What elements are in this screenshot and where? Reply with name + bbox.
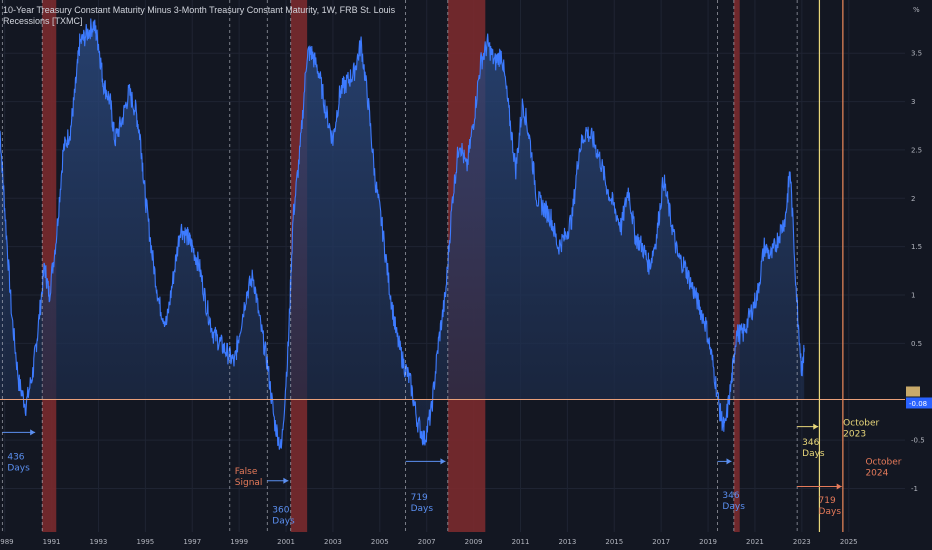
x-tick-label: 2013	[558, 538, 576, 546]
annotation-label: 346	[722, 491, 739, 501]
annotation-label: Days	[802, 449, 825, 459]
annotation-label: Signal	[235, 478, 263, 488]
annotation-arrow-head	[283, 477, 289, 484]
price-label-background	[906, 397, 932, 409]
y-tick-label: 1	[911, 292, 915, 300]
x-tick-label: 2001	[277, 538, 295, 546]
annotation-label: 2024	[865, 468, 888, 478]
x-tick-label: 2021	[746, 538, 764, 546]
y-tick-label: 3.5	[911, 50, 922, 58]
area-fill	[0, 18, 805, 450]
price-marker-box	[906, 386, 920, 397]
annotation-label: 2023	[843, 430, 866, 440]
y-tick-label: 2	[911, 195, 915, 203]
recession-band	[733, 0, 740, 532]
annotation-label: 436	[7, 452, 24, 462]
annotation-arrow-head	[440, 458, 446, 465]
series-line	[0, 18, 805, 450]
x-tick-label: 2011	[512, 538, 530, 546]
y-tick-label: -1	[911, 485, 918, 493]
x-tick-label: 2009	[465, 538, 483, 546]
annotation-label: False	[235, 467, 258, 477]
annotation-arrow-head	[726, 458, 732, 465]
annotation-label: Days	[819, 507, 842, 517]
x-tick-label: 2005	[371, 538, 389, 546]
annotation-label: 346	[802, 438, 819, 448]
annotation-arrow-head	[813, 423, 819, 430]
y-tick-label: 2.5	[911, 146, 922, 154]
annotation-label: October	[843, 419, 879, 429]
x-tick-label: 2015	[605, 538, 623, 546]
event-lines	[1, 0, 798, 532]
x-tick-label: 2003	[324, 538, 342, 546]
annotation-label: Days	[722, 502, 745, 512]
price-label-text: -0.08	[909, 400, 927, 408]
x-tick-label: 2019	[699, 538, 717, 546]
overlay-lines	[0, 0, 905, 532]
annotation-label: 719	[411, 493, 428, 503]
y-tick-label: -0.5	[911, 437, 925, 445]
y-axis-unit: %	[913, 6, 920, 14]
annotation-arrow-head	[30, 429, 36, 436]
x-tick-label: 2017	[652, 538, 670, 546]
x-tick-label: 1989	[0, 538, 14, 546]
chart-subtitle: Recessions [TXMC]	[3, 16, 83, 26]
x-axis-ticks: 1989 1991 1993 1995 1997 1999 2001 2003 2005 2007…	[0, 538, 858, 546]
annotation-label: October	[865, 457, 901, 467]
x-tick-label: 1993	[90, 538, 108, 546]
annotation-label: 719	[819, 496, 836, 506]
x-tick-label: 1991	[43, 538, 61, 546]
area-layer	[0, 18, 805, 450]
x-tick-label: 1995	[136, 538, 154, 546]
chart-title: 10-Year Treasury Constant Maturity Minus…	[3, 5, 396, 15]
annotation-arrow-head	[836, 483, 842, 490]
x-tick-label: 1997	[183, 538, 201, 546]
annotation-label: Days	[411, 504, 434, 514]
annotation-label: Days	[7, 463, 30, 473]
y-axis-ticks: 3.5 3 2.5 2 1.5 1 0.5 -0.5 -1	[911, 50, 925, 493]
y-tick-label: 1.5	[911, 243, 922, 251]
y-tick-label: 3	[911, 98, 915, 106]
annotation-label: 360	[272, 506, 289, 516]
x-tick-label: 2023	[793, 538, 811, 546]
current-price-label: -0.08	[906, 386, 932, 409]
y-tick-label: 0.5	[911, 340, 922, 348]
annotation-label: Days	[272, 517, 295, 527]
x-tick-label: 1999	[230, 538, 248, 546]
x-tick-label: 2007	[418, 538, 436, 546]
x-tick-label: 2025	[840, 538, 858, 546]
